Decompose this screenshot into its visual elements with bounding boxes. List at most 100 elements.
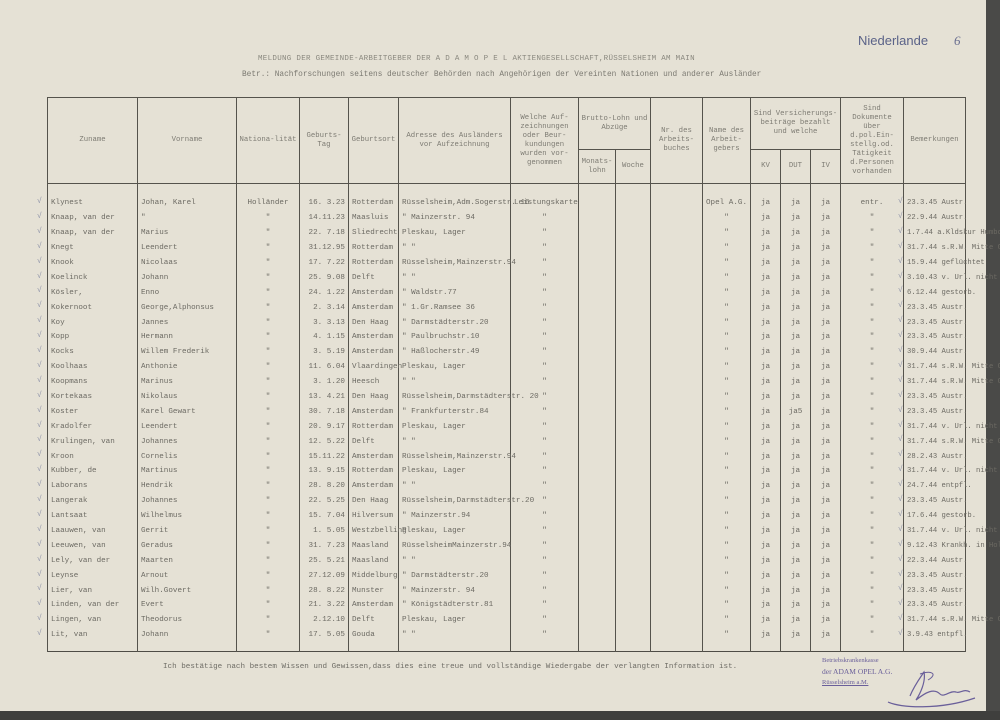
vorname-cell: Johannes — [137, 434, 237, 450]
arbeitgeber-cell: " — [702, 598, 751, 613]
brutto-monat-cell — [578, 210, 616, 226]
geburtsort-cell: Rotterdam — [348, 196, 399, 211]
adresse-cell: " " — [398, 240, 511, 256]
aufzeichnungen-cell: " — [510, 404, 579, 420]
left-checkmark-icon: √ — [37, 524, 42, 534]
geburtstag-cell: 22. 5.25 — [299, 493, 349, 509]
geburtsort-cell: Amsterdam — [348, 300, 399, 316]
empty-cell — [398, 642, 511, 652]
aufzeichnungen-cell: " — [510, 225, 579, 241]
nationalitaet-cell: " — [236, 225, 300, 241]
geburtstag-cell: 17. 5.05 — [299, 627, 349, 643]
dut-cell: ja — [780, 270, 811, 286]
brutto-woche-cell — [615, 627, 651, 643]
left-checkmark-icon: √ — [37, 599, 42, 609]
header-geburtsort: Geburtsort — [348, 97, 399, 184]
brutto-woche-cell — [615, 196, 651, 211]
brutto-woche-cell — [615, 464, 651, 479]
kv-cell: ja — [750, 359, 781, 375]
geburtsort-cell: Delft — [348, 434, 399, 450]
arbeitgeber-cell: " — [702, 508, 751, 524]
empty-cell — [578, 642, 616, 652]
table-row: Knook Nicolaas " 17. 7.22 Rotterdam Rüsselshe… — [47, 255, 985, 271]
zuname-cell: Kubber, de — [47, 464, 138, 479]
adresse-cell: " Mainzerstr. 94 — [398, 583, 511, 599]
bemerkungen-cell: 23.3.45 Austr. — [903, 196, 967, 211]
brutto-woche-cell — [615, 493, 651, 509]
iv-cell: ja — [809, 210, 842, 226]
arbeitgeber-cell: " — [702, 553, 751, 569]
vorname-cell: " — [137, 210, 237, 226]
remark-text: 28.2.43 Austr. — [907, 452, 968, 461]
bemerkungen-cell: 23.3.45 Austr. — [903, 300, 967, 316]
aufzeichnungen-cell: " — [510, 478, 579, 494]
brutto-woche-cell — [615, 508, 651, 524]
left-checkmark-icon: √ — [37, 435, 42, 445]
geburtsort-cell: Maasluis — [348, 210, 399, 226]
iv-cell: ja — [809, 508, 842, 524]
geburtstag-cell: 15.11.22 — [299, 449, 349, 465]
remark-checkmark-icon: √ — [898, 450, 903, 460]
aufzeichnungen-cell: " — [510, 523, 579, 539]
remark-checkmark-icon: √ — [898, 286, 903, 296]
bemerkungen-cell: 9.12.43 Krankh. in Holland — [903, 538, 1000, 554]
kv-cell: ja — [750, 300, 781, 316]
geburtsort-cell: Amsterdam — [348, 344, 399, 360]
adresse-cell: " " — [398, 627, 511, 643]
kv-cell: ja — [750, 285, 781, 301]
left-checkmark-icon: √ — [37, 509, 42, 519]
dokumente-cell: " — [840, 389, 905, 405]
geburtsort-cell: Hilversum — [348, 508, 399, 524]
geburtstag-cell: 13. 4.21 — [299, 389, 349, 405]
zuname-cell: Lingen, van — [47, 612, 138, 628]
aufzeichnungen-cell: " — [510, 553, 579, 569]
arbeitgeber-cell: " — [702, 374, 751, 390]
adresse-cell: Pleskau, Lager — [398, 523, 511, 539]
remark-text: 22.9.44 Austr. — [907, 214, 968, 223]
left-checkmark-icon: √ — [37, 569, 42, 579]
spacer-row — [47, 183, 967, 196]
iv-cell: ja — [809, 449, 842, 465]
remark-text: 23.3.45 Austr. — [907, 586, 968, 595]
left-checkmark-icon: √ — [37, 614, 42, 624]
remark-text: 9.12.43 Krankh. in Holland — [907, 541, 1000, 550]
brutto-woche-cell — [615, 210, 651, 226]
empty-cell — [780, 642, 811, 652]
kv-cell: ja — [750, 538, 781, 554]
remark-checkmark-icon: √ — [898, 197, 903, 206]
kv-cell: ja — [750, 240, 781, 256]
zuname-cell: Kopp — [47, 330, 138, 345]
aufzeichnungen-cell: " — [510, 598, 579, 613]
geburtstag-cell: 31. 7.23 — [299, 538, 349, 554]
dut-cell: ja — [780, 300, 811, 316]
iv-cell: ja — [809, 389, 842, 405]
bemerkungen-cell: 22.3.44 Austr. — [903, 553, 967, 569]
empty-cell — [510, 642, 579, 652]
brutto-monat-cell — [578, 464, 616, 479]
arbeitsbuch-cell — [650, 598, 703, 613]
arbeitsbuch-cell — [650, 627, 703, 643]
geburtstag-cell: 30. 7.18 — [299, 404, 349, 420]
brutto-monat-cell — [578, 285, 616, 301]
brutto-monat-cell — [578, 196, 616, 211]
brutto-woche-cell — [615, 255, 651, 271]
bemerkungen-cell: 31.7.44 s.R.W. Mitte Gleiwitz — [903, 240, 1000, 256]
dut-cell: ja — [780, 210, 811, 226]
bemerkungen-cell: 23.3.45 Austr. — [903, 330, 967, 345]
table-row: Klynest Johan, Karel Holländer 16. 3.23 Rott… — [47, 196, 967, 211]
nationalitaet-cell: " — [236, 419, 300, 435]
table-body: Klynest Johan, Karel Holländer 16. 3.23 Rott… — [47, 183, 1000, 652]
remark-text: 31.7.44 s.R.W. Mitte Gleiwitz — [907, 363, 1000, 372]
dokumente-cell: " — [840, 523, 905, 539]
remark-checkmark-icon: √ — [898, 390, 903, 400]
left-checkmark-icon: √ — [37, 629, 42, 639]
empty-cell — [47, 183, 138, 196]
nationalitaet-cell: " — [236, 270, 300, 286]
aufzeichnungen-cell: " — [510, 210, 579, 226]
iv-cell: ja — [809, 344, 842, 360]
brutto-monat-cell — [578, 434, 616, 450]
empty-cell — [137, 642, 237, 652]
table-row: Kocks Willem Frederik " 3. 5.19 Amsterdam " H… — [47, 344, 967, 360]
empty-cell — [840, 642, 905, 652]
remark-text: 6.12.44 gestorb. — [907, 288, 977, 297]
